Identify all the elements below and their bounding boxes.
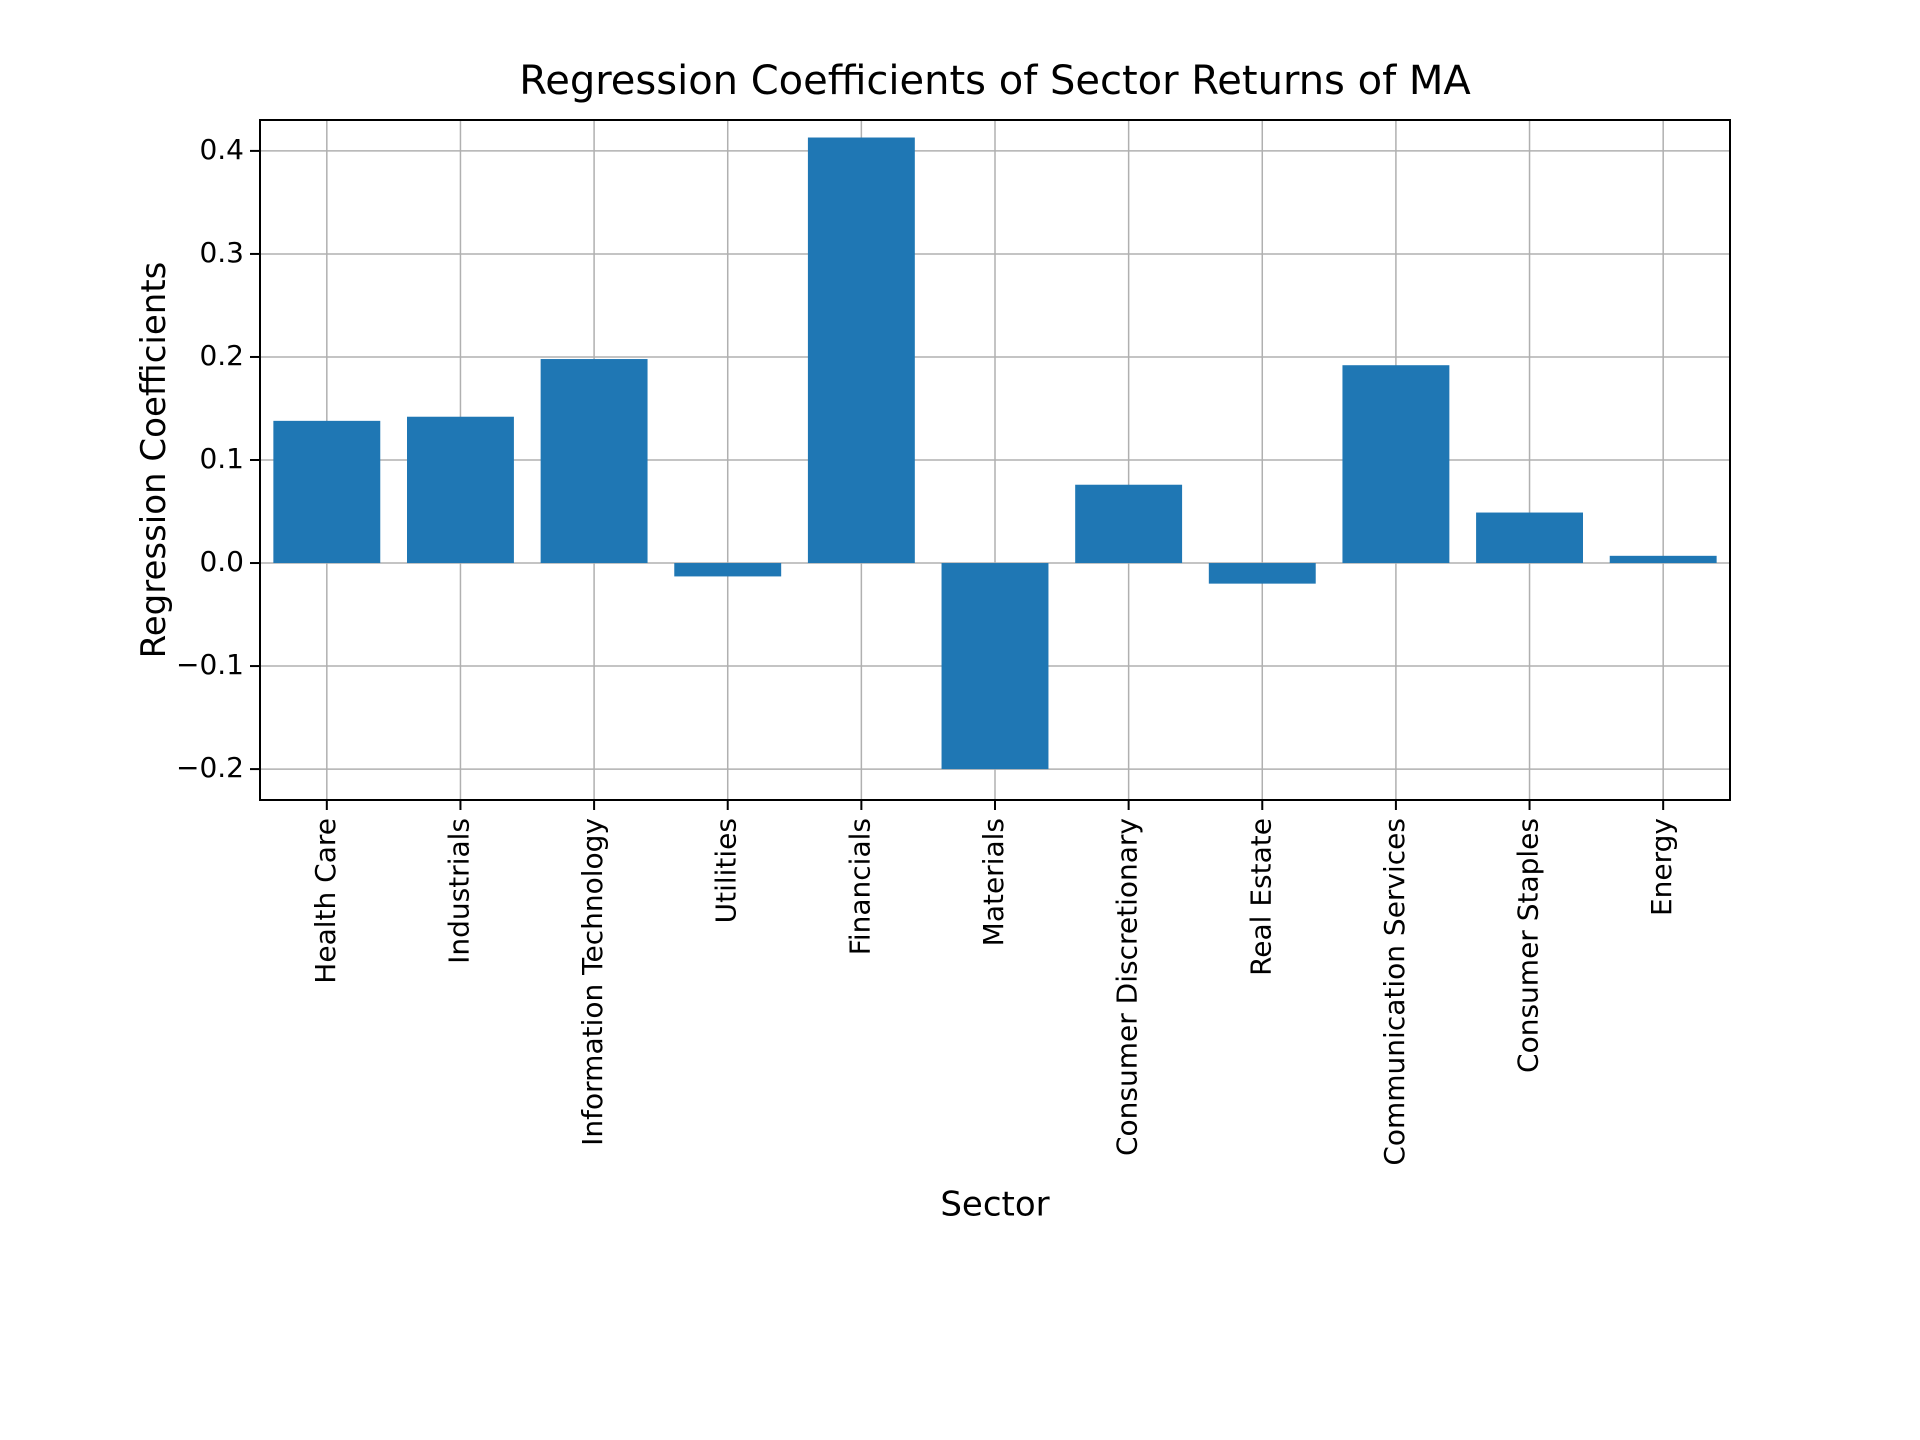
xtick-label: Materials [977,818,1010,946]
x-axis-label: Sector [940,1184,1049,1224]
xtick-label: Energy [1645,818,1678,916]
bar-financials [808,138,915,564]
xtick-label: Information Technology [576,818,609,1146]
bar-consumer-staples [1476,513,1583,563]
regression-bar-chart: −0.2 −0.1 0.0 0.1 0.2 0.3 0.4 Health Care Indust… [120,40,1800,1400]
bar-consumer-discretionary [1075,485,1182,563]
xtick-label: Real Estate [1244,818,1277,976]
ytick-label: 0.2 [199,339,244,372]
ytick-label: 0.3 [199,236,244,269]
xtick-label: Financials [843,818,876,955]
bar-communication-services [1342,365,1449,563]
ytick-label: 0.1 [199,442,244,475]
xtick-label: Utilities [710,818,743,923]
xtick-label: Industrials [442,818,475,964]
xtick-label: Consumer Staples [1512,818,1545,1073]
bar-materials [942,563,1049,769]
ytick-label: −0.2 [176,751,244,784]
bar-information-technology [541,359,648,563]
y-axis-label: Regression Coefficients [134,262,174,659]
ytick-label: 0.4 [199,133,244,166]
bar-industrials [407,417,514,563]
xtick-label: Health Care [309,818,342,984]
bar-health-care [273,421,380,563]
xtick-label: Communication Services [1378,818,1411,1166]
ytick-label: −0.1 [176,648,244,681]
bar-real-estate [1209,563,1316,584]
bar-utilities [674,563,781,576]
bar-energy [1610,556,1717,563]
chart-svg: −0.2 −0.1 0.0 0.1 0.2 0.3 0.4 Health Care Indust… [120,40,1800,1400]
chart-title: Regression Coefficients of Sector Return… [519,58,1471,104]
xtick-label: Consumer Discretionary [1111,818,1144,1156]
ytick-label: 0.0 [199,545,244,578]
